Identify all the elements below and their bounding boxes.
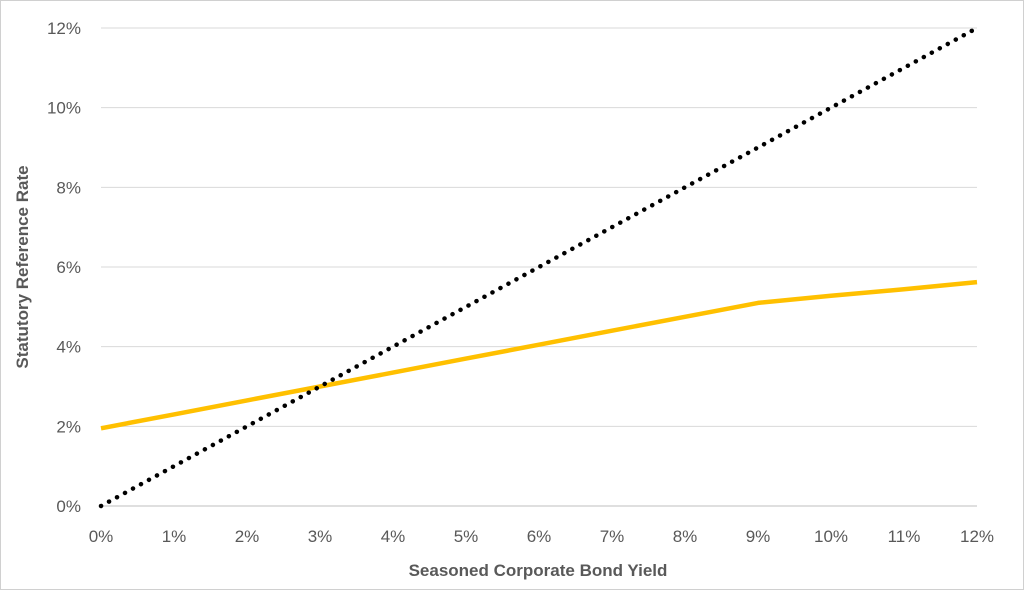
x-tick-label: 10%	[814, 527, 848, 546]
x-tick-label: 4%	[381, 527, 406, 546]
x-tick-label: 5%	[454, 527, 479, 546]
x-tick-label: 8%	[673, 527, 698, 546]
x-axis-title: Seasoned Corporate Bond Yield	[409, 561, 668, 580]
x-tick-label: 3%	[308, 527, 333, 546]
y-tick-label: 10%	[47, 99, 81, 118]
y-tick-label: 6%	[56, 258, 81, 277]
x-tick-label: 7%	[600, 527, 625, 546]
y-tick-label: 8%	[56, 178, 81, 197]
y-tick-label: 12%	[47, 19, 81, 38]
x-tick-label: 1%	[162, 527, 187, 546]
series-line-dotted	[98, 25, 980, 509]
x-tick-label: 12%	[960, 527, 994, 546]
x-tick-label: 6%	[527, 527, 552, 546]
y-tick-label: 4%	[56, 338, 81, 357]
x-tick-label: 0%	[89, 527, 114, 546]
x-tick-label: 11%	[888, 527, 921, 546]
y-tick-label: 0%	[56, 497, 81, 516]
x-tick-label: 2%	[235, 527, 260, 546]
x-tick-label: 9%	[746, 527, 771, 546]
y-tick-label: 2%	[56, 417, 81, 436]
x-axis-ticks: 0% 1% 2% 3% 4% 5% 6% 7% 8% 9% 10% 11% 12%	[89, 527, 994, 546]
y-axis-title: Statutory Reference Rate	[13, 165, 32, 368]
series-line-solid	[100, 279, 978, 431]
series-lines	[98, 25, 980, 509]
y-axis-ticks: 0% 2% 4% 6% 8% 10% 12%	[47, 19, 81, 516]
